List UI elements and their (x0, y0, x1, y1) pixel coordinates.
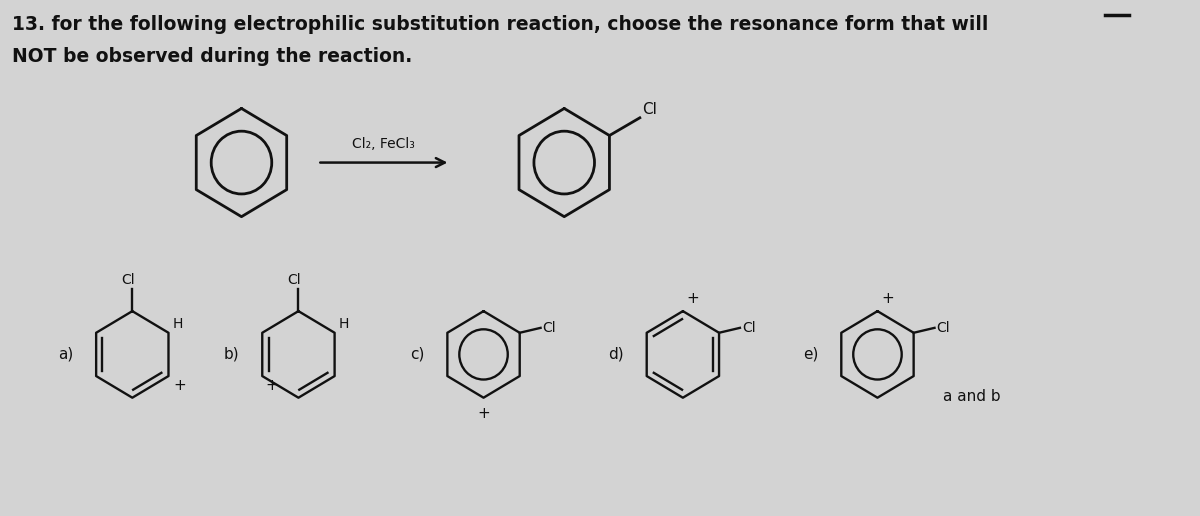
Text: Cl: Cl (121, 272, 134, 286)
Text: c): c) (410, 347, 425, 362)
Text: Cl: Cl (742, 321, 756, 335)
Text: Cl: Cl (542, 321, 556, 335)
Text: +: + (265, 378, 278, 393)
Text: Cl: Cl (642, 102, 656, 117)
Text: +: + (478, 406, 490, 421)
Text: d): d) (608, 347, 624, 362)
Text: e): e) (803, 347, 818, 362)
Text: NOT be observed during the reaction.: NOT be observed during the reaction. (12, 47, 412, 67)
Text: a): a) (59, 347, 73, 362)
Text: H: H (173, 317, 182, 331)
Text: 13. for the following electrophilic substitution reaction, choose the resonance : 13. for the following electrophilic subs… (12, 15, 988, 34)
Text: +: + (686, 291, 700, 306)
Text: b): b) (224, 347, 240, 362)
Text: H: H (338, 317, 349, 331)
Text: +: + (881, 291, 894, 306)
Text: +: + (173, 378, 186, 393)
Text: Cl: Cl (287, 272, 301, 286)
Text: a and b: a and b (943, 389, 1001, 404)
Text: Cl: Cl (936, 321, 950, 335)
Text: Cl₂, FeCl₃: Cl₂, FeCl₃ (353, 137, 415, 151)
